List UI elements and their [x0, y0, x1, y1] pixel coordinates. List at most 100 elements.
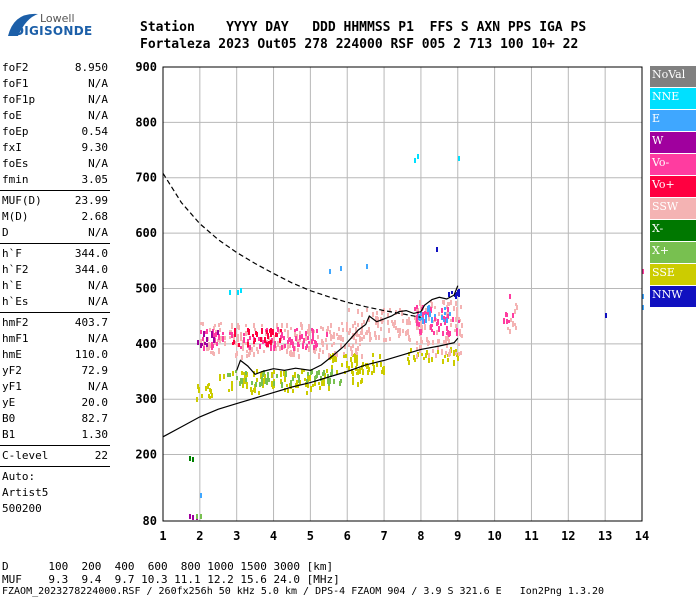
- param-row-foEs: foEs N/A: [0, 156, 112, 172]
- param-value: N/A: [88, 332, 108, 345]
- echo-dash: [211, 333, 213, 338]
- echo-dash: [246, 385, 248, 389]
- echo-dash: [227, 373, 229, 377]
- echo-dash: [508, 320, 510, 323]
- echo-dash: [357, 323, 359, 327]
- legend-item-x-: X+: [650, 242, 696, 263]
- echo-dash: [360, 331, 362, 335]
- echo-dash: [446, 318, 448, 323]
- echo-dash: [289, 351, 291, 356]
- echo-dash: [231, 382, 233, 387]
- echo-dash: [350, 357, 352, 362]
- echo-dash: [455, 317, 457, 321]
- echo-dash: [259, 344, 261, 349]
- echo-dash: [281, 382, 283, 388]
- echo-dash: [406, 330, 408, 334]
- echo-dash: [284, 329, 286, 332]
- legend-item-ssw: SSW: [650, 198, 696, 219]
- echo-dash: [321, 382, 323, 386]
- echo-dash: [436, 322, 438, 326]
- param-value: 9.30: [81, 141, 109, 154]
- echo-dash: [281, 323, 283, 328]
- x-tick-label: 2: [196, 529, 203, 543]
- echo-dash: [349, 328, 351, 333]
- echo-point: [509, 294, 511, 299]
- echo-dash: [348, 366, 350, 371]
- echo-point: [436, 247, 438, 252]
- param-row-ye: yE 20.0: [0, 395, 112, 411]
- echo-dash: [506, 319, 508, 324]
- echo-dash: [328, 353, 330, 359]
- param-label: hmE: [2, 348, 22, 361]
- echo-dash: [444, 355, 446, 358]
- echo-dash: [303, 369, 305, 372]
- echo-dash: [431, 357, 433, 362]
- echo-dash: [248, 329, 250, 335]
- echo-dash: [242, 384, 244, 388]
- echo-dash: [420, 339, 422, 343]
- echo-dash: [514, 323, 516, 326]
- echo-dash: [420, 345, 422, 349]
- echo-dash: [205, 331, 207, 334]
- echo-dash: [280, 335, 282, 339]
- echo-dash: [509, 329, 511, 334]
- echo-dash: [253, 344, 255, 347]
- echo-dash: [314, 340, 316, 344]
- echo-dash: [217, 339, 219, 342]
- header-line-2: Fortaleza 2023 Out05 278 224000 RSF 005 …: [140, 37, 578, 52]
- echo-dash: [275, 346, 277, 351]
- echo-dash: [301, 324, 303, 330]
- header-label-date: YYYY DAY: [226, 20, 289, 35]
- echo-dash: [437, 339, 439, 344]
- autoscale-label: Auto:: [2, 470, 36, 483]
- param-divider: [0, 445, 110, 446]
- echo-dash: [261, 371, 263, 374]
- echo-dash: [274, 345, 276, 348]
- param-label: fxI: [2, 141, 22, 154]
- echo-dash: [266, 330, 268, 334]
- echo-dash: [240, 346, 242, 349]
- echo-dash: [416, 354, 418, 359]
- echo-point: [189, 514, 191, 519]
- echo-dash: [277, 341, 279, 344]
- echo-dash: [401, 310, 403, 316]
- echo-dash: [255, 382, 257, 387]
- echo-dash: [367, 370, 369, 375]
- echo-point: [200, 493, 202, 498]
- echo-dash: [323, 370, 325, 375]
- echo-dash: [394, 320, 396, 325]
- echo-dash: [510, 318, 512, 322]
- echo-dash: [422, 312, 424, 318]
- echo-dash: [445, 336, 447, 341]
- echo-dash: [284, 388, 286, 392]
- param-value: 1.30: [81, 428, 109, 441]
- param-value: 23.99: [74, 194, 108, 207]
- echo-dash: [354, 321, 356, 325]
- echo-dash: [326, 344, 328, 350]
- echo-dash: [413, 355, 415, 360]
- echo-dash: [312, 333, 314, 337]
- echo-dash: [317, 335, 319, 339]
- echo-dash: [268, 378, 270, 382]
- echo-dash: [323, 380, 325, 386]
- echo-point: [417, 154, 419, 159]
- echo-dash: [455, 349, 457, 352]
- echo-dash: [416, 341, 418, 345]
- echo-dash: [243, 339, 245, 342]
- echo-dash: [372, 312, 374, 317]
- echo-dash: [231, 387, 233, 391]
- param-divider: [0, 190, 110, 191]
- param-label: MUF(D): [2, 194, 42, 207]
- x-tick-label: 4: [270, 529, 277, 543]
- y-tick-label: 400: [135, 337, 157, 351]
- echo-dash: [277, 344, 279, 347]
- echo-dash: [381, 318, 383, 324]
- echo-dash: [507, 327, 509, 330]
- echo-dash: [355, 348, 357, 354]
- echo-dash: [256, 347, 258, 351]
- param-row-hmf2: hmF2 403.7: [0, 315, 112, 331]
- echo-dash: [345, 354, 347, 358]
- echo-dash: [232, 371, 234, 376]
- param-label: foF1p: [2, 93, 36, 106]
- echo-dash: [333, 332, 335, 337]
